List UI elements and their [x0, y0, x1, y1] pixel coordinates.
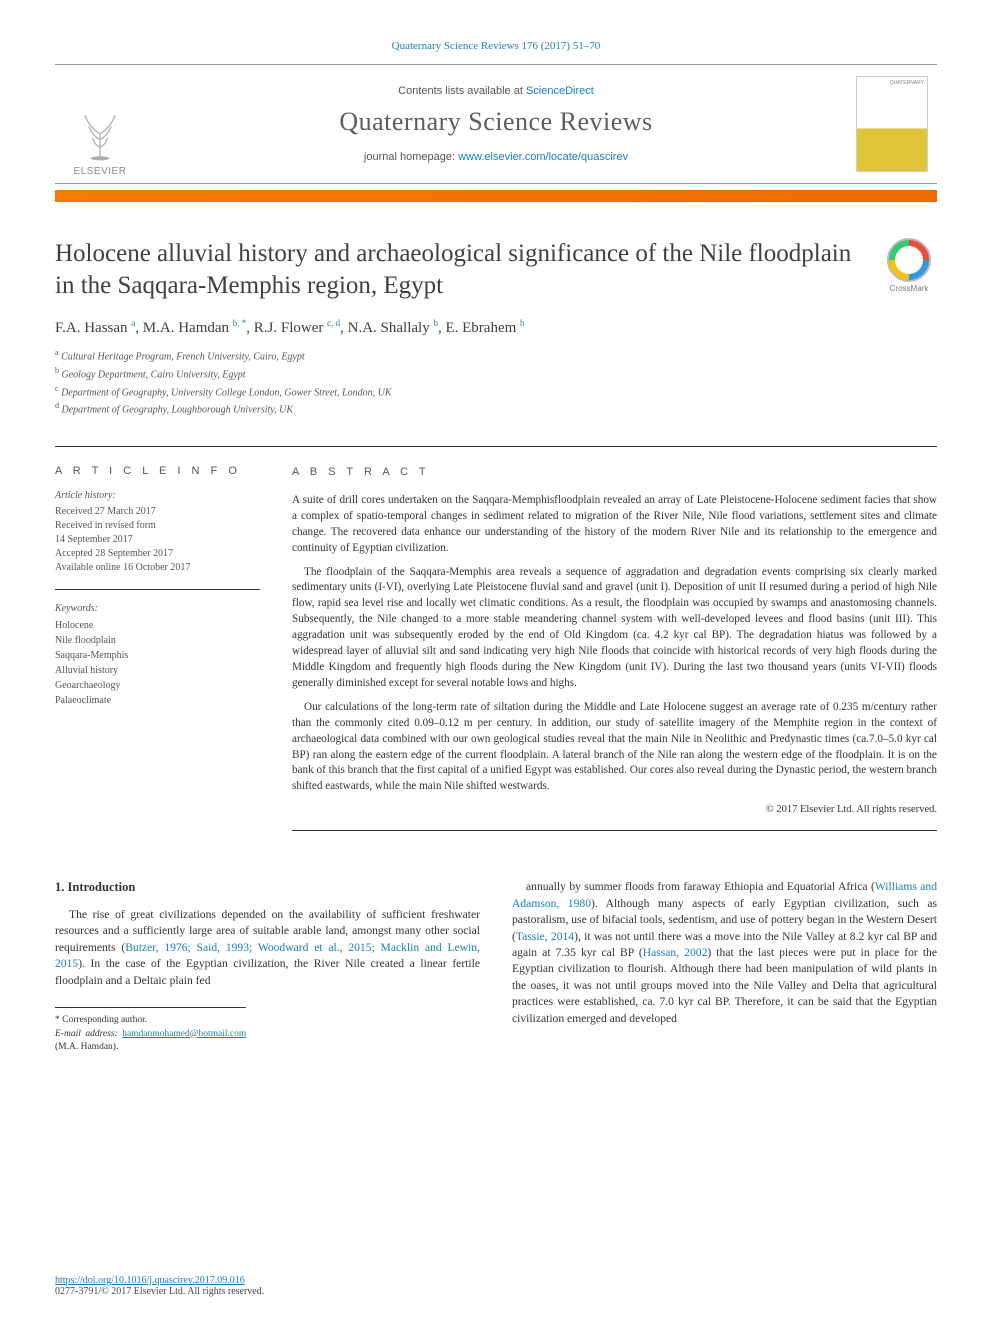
homepage-line: journal homepage: www.elsevier.com/locat…	[364, 151, 628, 163]
homepage-prefix: journal homepage:	[364, 151, 458, 163]
abstract-paragraph: The floodplain of the Saqqara-Memphis ar…	[292, 565, 937, 692]
section-title: Introduction	[68, 880, 136, 894]
corresponding-author-block: * Corresponding author. E-mail address: …	[55, 1007, 246, 1054]
abstract-copyright: © 2017 Elsevier Ltd. All rights reserved…	[292, 803, 937, 818]
history-label: Article history:	[55, 489, 260, 503]
crossmark-label: CrossMark	[890, 284, 929, 293]
publisher-label: ELSEVIER	[74, 166, 127, 177]
article-info-column: A R T I C L E I N F O Article history: R…	[55, 465, 260, 831]
section-number: 1.	[55, 880, 64, 894]
crossmark-icon	[887, 238, 931, 282]
affiliations-list: a Cultural Heritage Program, French Univ…	[55, 347, 937, 418]
journal-title: Quaternary Science Reviews	[339, 107, 652, 137]
abstract-paragraph: A suite of drill cores undertaken on the…	[292, 493, 937, 557]
abstract-heading: A B S T R A C T	[292, 465, 937, 481]
abstract-column: A B S T R A C T A suite of drill cores u…	[292, 465, 937, 831]
corresponding-label: * Corresponding author.	[55, 1014, 246, 1027]
elsevier-logo	[70, 104, 130, 164]
body-col-left: 1. Introduction The rise of great civili…	[55, 879, 480, 1054]
contents-line: Contents lists available at ScienceDirec…	[398, 85, 594, 97]
issn-copyright: 0277-3791/© 2017 Elsevier Ltd. All right…	[55, 1286, 264, 1297]
body-paragraph: annually by summer floods from faraway E…	[512, 879, 937, 1027]
contents-prefix: Contents lists available at	[398, 85, 526, 97]
keywords-list: HoloceneNile floodplainSaqqara-MemphisAl…	[55, 618, 260, 708]
journal-cover-thumbnail	[856, 76, 928, 172]
sciencedirect-link[interactable]: ScienceDirect	[526, 85, 594, 97]
corresponding-tail: (M.A. Hamdan).	[55, 1042, 118, 1052]
body-paragraph: The rise of great civilizations depended…	[55, 907, 480, 989]
abstract-paragraph: Our calculations of the long-term rate o…	[292, 700, 937, 795]
article-title: Holocene alluvial history and archaeolog…	[55, 238, 863, 302]
article-info-heading: A R T I C L E I N F O	[55, 465, 260, 477]
corresponding-email-link[interactable]: hamdanmohamed@hotmail.com	[122, 1029, 246, 1039]
masthead: ELSEVIER Contents lists available at Sci…	[55, 64, 937, 184]
info-divider	[55, 589, 260, 590]
keywords-label: Keywords:	[55, 602, 260, 616]
history-lines: Received 27 March 2017Received in revise…	[55, 505, 260, 575]
homepage-link[interactable]: www.elsevier.com/locate/quascirev	[458, 151, 628, 163]
publisher-block: ELSEVIER	[55, 65, 145, 183]
email-label: E-mail address:	[55, 1029, 122, 1039]
doi-link[interactable]: https://doi.org/10.1016/j.quascirev.2017…	[55, 1275, 245, 1286]
page-footer: https://doi.org/10.1016/j.quascirev.2017…	[55, 1275, 937, 1297]
journal-citation: Quaternary Science Reviews 176 (2017) 51…	[55, 40, 937, 52]
authors-line: F.A. Hassan a, M.A. Hamdan b, *, R.J. Fl…	[55, 318, 937, 337]
body-columns: 1. Introduction The rise of great civili…	[55, 879, 937, 1054]
crossmark-widget[interactable]: CrossMark	[881, 238, 937, 293]
body-col-right: annually by summer floods from faraway E…	[512, 879, 937, 1054]
section-heading: 1. Introduction	[55, 879, 480, 897]
accent-bar	[55, 190, 937, 202]
